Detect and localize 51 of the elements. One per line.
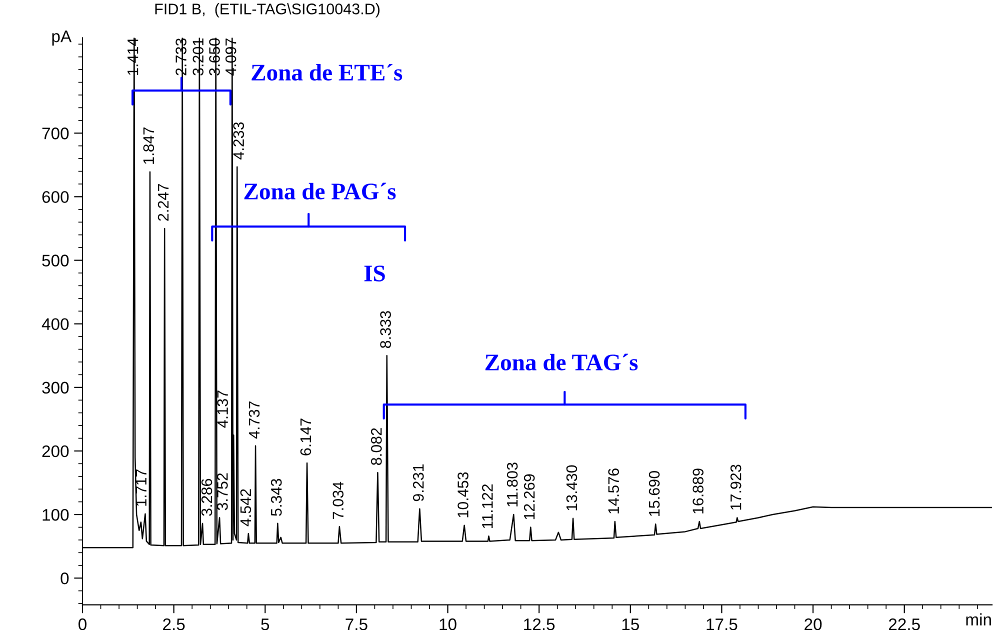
annotation: 4.137 [217, 390, 228, 428]
y-tick-label: 700 [42, 128, 69, 140]
x-axis-title: min [966, 613, 991, 626]
annotation: Zona de PAG´s [244, 182, 396, 200]
annotation: IS [364, 266, 385, 282]
x-tick-label: 0 [78, 618, 86, 630]
annotation: 6.147 [300, 418, 312, 456]
x-tick-label: 12.5 [524, 618, 555, 630]
annotation: 4.737 [248, 401, 260, 439]
x-tick-label: 5 [261, 618, 270, 630]
annotation: Zona de TAG´s [485, 354, 638, 370]
annotation: 15.690 [648, 470, 660, 516]
annotation: 8.333 [380, 311, 391, 348]
y-tick-label: 600 [42, 191, 69, 203]
annotation: 2.733 [176, 38, 186, 76]
annotation: 1.847 [143, 128, 154, 164]
x-tick-label: 2.5 [163, 618, 185, 630]
annotation: 4.233 [233, 122, 244, 160]
y-tick-label: 500 [42, 254, 69, 266]
annotation: 13.430 [566, 465, 578, 510]
x-tick-label: 7.5 [346, 618, 368, 630]
x-tick-label: 10 [440, 618, 456, 630]
annotation: 14.576 [608, 468, 620, 514]
annotation: 7.034 [332, 482, 344, 519]
annotation: 5.343 [270, 478, 282, 516]
annotation: 2.247 [158, 184, 169, 221]
annotation: 17.923 [730, 464, 742, 510]
y-tick-label: 200 [42, 445, 69, 458]
annotation: 1.717 [136, 469, 146, 506]
y-tick-label: 400 [42, 318, 69, 330]
x-tick-label: 20 [804, 618, 822, 630]
annotation: 16.889 [692, 468, 704, 514]
chart-title: FID1 B, (ETIL-TAG\SIG10043.D) [155, 3, 380, 18]
annotation: 11.803 [506, 462, 518, 506]
annotation: 4.542 [240, 489, 252, 526]
annotation: 10.453 [458, 472, 468, 518]
annotation: 3.650 [209, 38, 220, 76]
y-tick-label: 100 [42, 508, 69, 521]
annotation: 3.752 [217, 473, 228, 510]
y-tick-label: 300 [42, 382, 69, 394]
annotation: Zona de ETE´s [252, 64, 402, 81]
x-tick-label: 17.5 [706, 618, 738, 630]
y-axis-title: pA [52, 30, 72, 46]
annotation: 9.231 [412, 464, 424, 502]
x-tick-label: 22.5 [888, 618, 920, 630]
annotation: 8.082 [370, 428, 382, 465]
x-tick-label: 15 [622, 618, 639, 630]
y-tick-label: 0 [60, 572, 69, 584]
annotation: 12.269 [524, 474, 535, 520]
annotation: 3.286 [201, 478, 212, 516]
annotation: 11.122 [482, 484, 493, 528]
